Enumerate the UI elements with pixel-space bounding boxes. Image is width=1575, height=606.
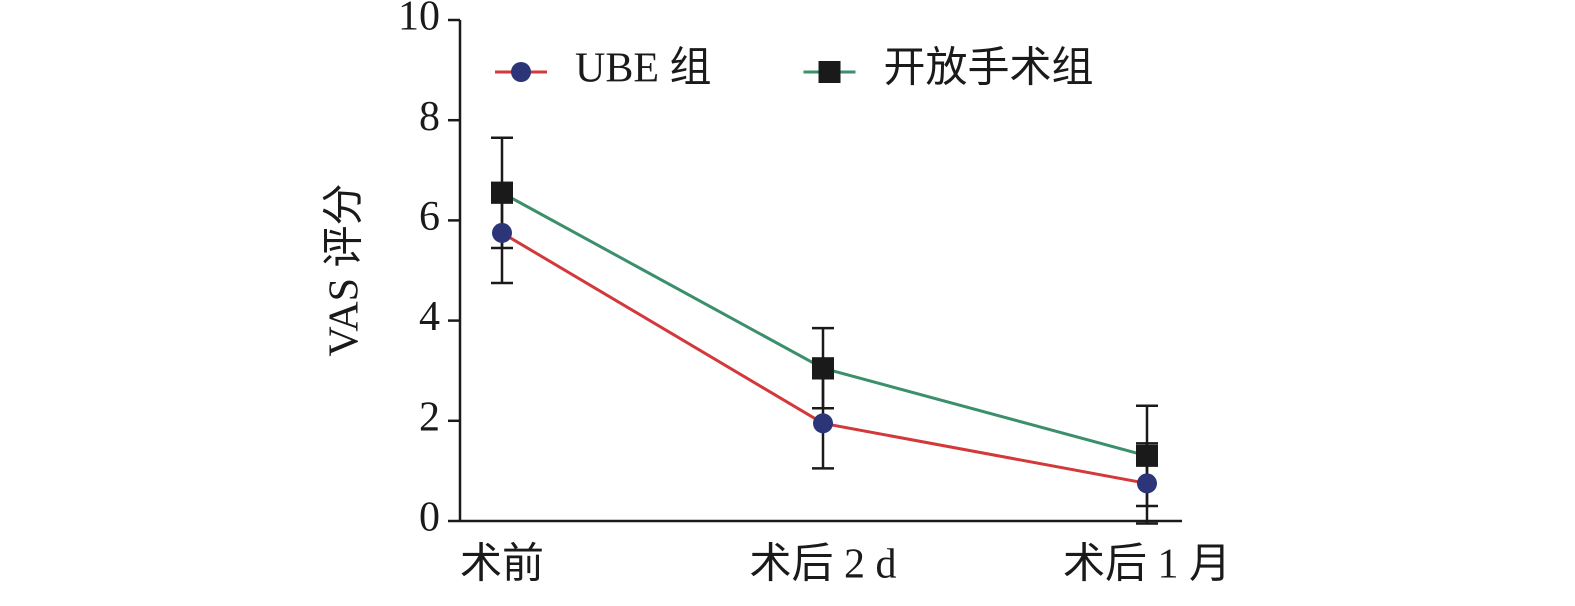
marker [813, 413, 833, 434]
legend-label: 开放手术组 [884, 46, 1094, 92]
y-tick-label: 10 [398, 0, 440, 40]
x-tick-label: 术后 1 月 [1063, 542, 1231, 588]
y-tick-label: 2 [419, 394, 440, 440]
legend-marker [511, 62, 531, 82]
y-tick-label: 8 [419, 94, 440, 140]
marker [1136, 444, 1158, 467]
y-tick-label: 4 [419, 294, 440, 340]
legend-marker [818, 61, 841, 83]
y-axis-label: VAS 评分 [322, 183, 368, 356]
marker [1137, 473, 1157, 494]
y-tick-label: 0 [419, 495, 440, 541]
x-tick-label: 术前 [460, 542, 544, 588]
x-tick-label: 术后 2 d [749, 542, 896, 588]
y-tick-label: 6 [419, 194, 440, 240]
marker [491, 181, 513, 204]
marker [492, 222, 512, 243]
legend-label: UBE 组 [575, 46, 712, 92]
marker [812, 357, 834, 380]
